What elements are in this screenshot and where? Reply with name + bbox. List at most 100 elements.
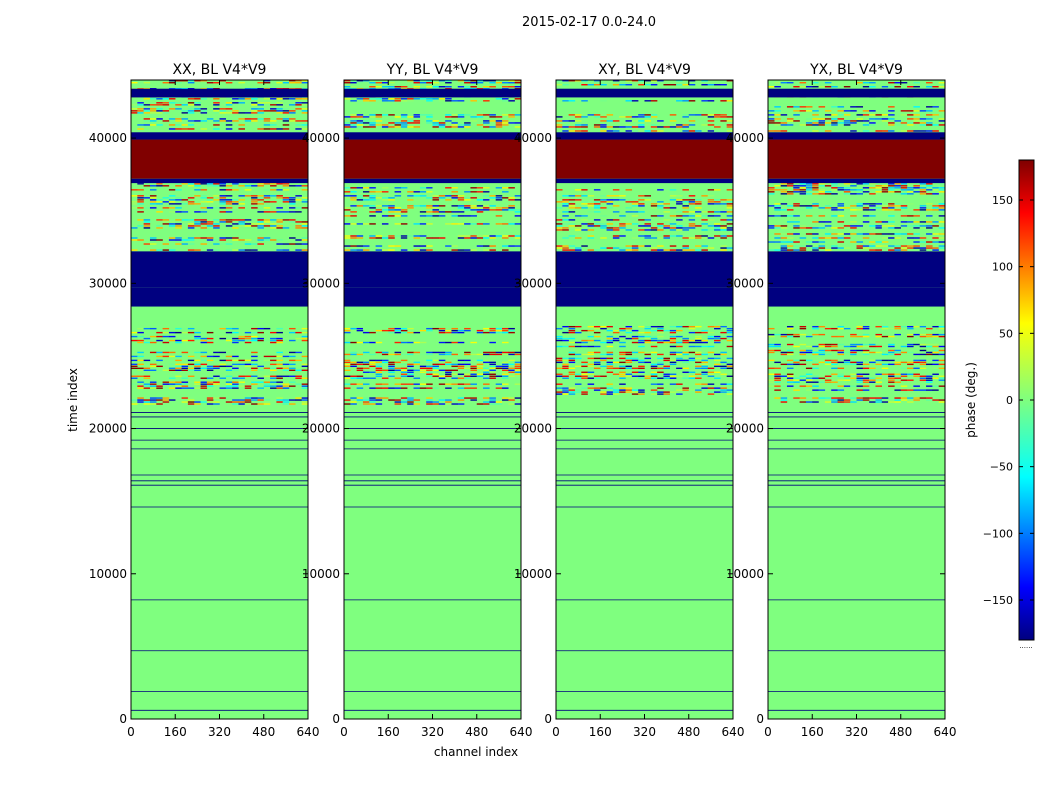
noise-cell [388,205,395,207]
noise-cell [194,185,201,187]
noise-cell [457,116,465,118]
noise-cell [445,86,452,88]
noise-cell [438,375,446,377]
noise-cell [843,183,851,185]
noise-cell [356,329,364,332]
noise-cell [793,124,800,126]
x-tick-label: 480 [889,725,912,739]
noise-cell [508,371,515,373]
noise-cell [407,365,414,368]
noise-cell [263,124,271,126]
noise-cell [875,114,882,116]
noise-cell [938,215,946,217]
noise-cell [805,233,813,235]
noise-cell [407,199,414,201]
noise-cell [143,359,151,362]
noise-cell [869,82,876,84]
noise-cell [344,375,351,377]
noise-cell [714,387,721,389]
noise-cell [856,189,864,191]
noise-cell [556,327,563,330]
noise-cell [657,327,664,330]
y-tick-label: 0 [756,712,764,726]
noise-cell [137,363,144,366]
noise-cell [149,363,157,366]
noise-cell [276,249,283,251]
noise-cell [682,339,689,342]
noise-cell [907,124,914,126]
noise-cell [799,82,807,84]
noise-cell [162,341,170,344]
noise-cell [638,245,645,247]
noise-cell [200,98,208,100]
noise-cell [568,391,576,393]
noise-cell [856,327,864,330]
noise-cell [695,331,702,334]
noise-cell [200,189,208,191]
noise-cell [799,379,807,381]
noise-cell [232,339,239,342]
noise-cell [251,102,258,104]
noise-cell [375,245,383,247]
noise-cell [362,249,370,251]
noise-cell [344,341,351,344]
noise-cell [162,219,170,221]
noise-cell [356,387,364,389]
noise-cell [862,183,870,185]
noise-cell [650,341,658,344]
noise-cell [625,207,633,209]
noise-cell [831,381,838,383]
noise-cell [631,116,639,118]
noise-cell [187,327,195,330]
noise-cell [869,86,876,88]
noise-cell [644,359,652,362]
noise-cell [612,205,620,207]
noise-cell [938,189,946,191]
noise-cell [137,183,144,185]
noise-cell [362,353,370,356]
noise-cell [168,351,176,354]
noise-cell [688,375,696,377]
noise-cell [289,185,296,187]
noise-cell [913,399,920,401]
noise-cell [257,239,264,241]
noise-cell [701,84,708,86]
noise-cell [301,399,309,401]
noise-cell [812,110,819,112]
noise-cell [194,369,201,371]
noise-cell [650,351,658,354]
noise-cell [650,389,658,391]
noise-cell [726,199,734,201]
noise-cell [225,195,233,197]
x-tick-label: 640 [510,725,533,739]
noise-cell [476,223,484,225]
noise-cell [426,207,433,209]
noise-cell [919,249,927,251]
noise-cell [701,331,708,334]
noise-cell [483,359,490,362]
noise-cell [606,207,614,209]
noise-cell [907,122,914,124]
noise-cell [168,363,176,366]
noise-cell [631,351,639,354]
noise-cell [606,339,614,342]
noise-cell [793,379,800,381]
noise-cell [676,351,683,354]
noise-cell [695,391,702,393]
noise-cell [244,399,252,401]
noise-cell [257,337,264,340]
noise-cell [514,98,522,100]
noise-cell [650,377,658,379]
noise-cell [369,359,376,362]
noise-cell [875,333,882,336]
noise-cell [600,393,607,395]
noise-cell [232,383,239,385]
noise-cell [181,397,189,399]
noise-cell [701,219,708,221]
noise-cell [232,189,239,191]
noise-cell [862,353,870,356]
noise-cell [238,185,245,187]
noise-cell [181,377,189,379]
noise-cell [168,225,176,227]
noise-cell [514,195,522,197]
